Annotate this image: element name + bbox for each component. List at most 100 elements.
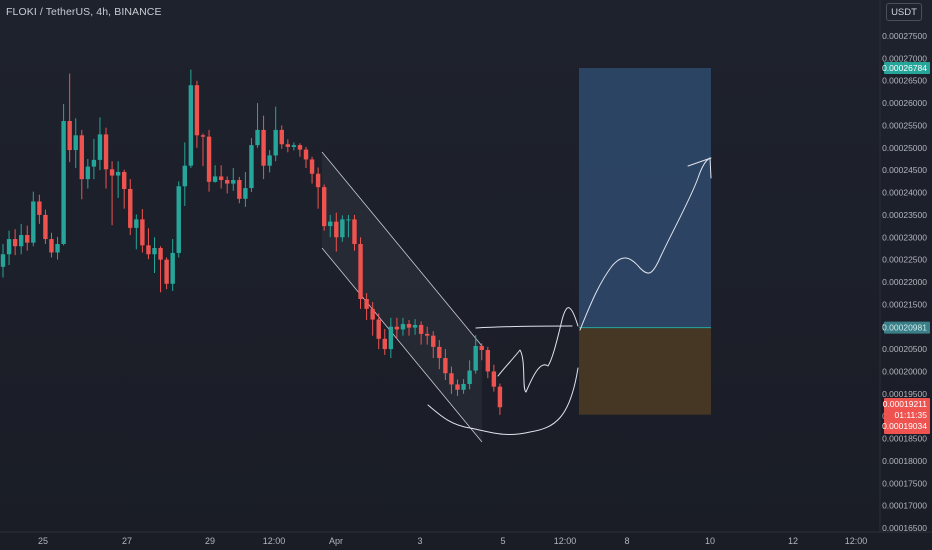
y-tick-label: 0.00020000 — [882, 366, 927, 376]
candle-body — [315, 173, 321, 188]
candle-body — [412, 324, 418, 328]
candle-body — [67, 120, 72, 151]
y-tick-label: 0.00021500 — [882, 299, 927, 309]
candle-body — [73, 135, 78, 151]
y-tick-label: 0.00020500 — [882, 344, 927, 354]
current-price-label-box — [884, 398, 930, 434]
x-tick-label: 29 — [205, 536, 215, 546]
candle-body — [467, 370, 472, 384]
y-tick-label: 0.00024000 — [882, 188, 927, 198]
candle-body — [164, 259, 169, 284]
x-tick-label: 12:00 — [845, 536, 868, 546]
stop-zone — [579, 327, 711, 415]
y-tick-label: 0.00026500 — [882, 76, 927, 86]
y-tick-label: 0.00026000 — [882, 98, 927, 108]
candle-body — [261, 129, 266, 166]
price-axis: 0.00027500 0.00027000 0.00026500 0.00026000… — [882, 31, 927, 533]
x-tick-label: 10 — [705, 536, 715, 546]
trend-channel — [321, 151, 483, 443]
candle-body — [400, 324, 406, 330]
candle-body — [61, 120, 66, 244]
candle-body — [346, 219, 351, 221]
target-path-drawing — [579, 157, 712, 331]
candle-body — [376, 319, 381, 339]
cup-drawing — [427, 367, 579, 435]
candle-body — [225, 180, 230, 184]
y-tick-label: 0.00023500 — [882, 210, 927, 220]
candle-body — [152, 248, 157, 255]
channel-upper-line — [321, 151, 483, 347]
candle-body — [188, 85, 194, 166]
candle-body — [497, 386, 503, 408]
y-tick-label: 0.00027500 — [882, 31, 927, 41]
candle-body — [140, 219, 145, 246]
x-tick-label: 12:00 — [554, 536, 577, 546]
candle-body — [170, 252, 175, 284]
candle-body — [212, 176, 218, 182]
candle-body — [182, 165, 187, 187]
projection-wave-drawing — [497, 307, 579, 393]
candles — [0, 69, 503, 415]
candle-body — [303, 149, 309, 160]
y-tick-label: 0.00017500 — [882, 478, 927, 488]
candle-body — [309, 159, 315, 174]
price-labels: 0.000267840.000209810.0001921101:11:350.… — [882, 62, 930, 434]
candle-body — [285, 144, 291, 147]
y-tick-label: 0.00027000 — [882, 53, 927, 63]
candle-body — [97, 134, 103, 160]
candle-body — [55, 243, 60, 253]
y-tick-label: 0.00022500 — [882, 255, 927, 265]
candle-body — [103, 134, 109, 170]
candle-body — [394, 326, 400, 330]
candle-body — [485, 349, 490, 372]
x-tick-label: 12:00 — [263, 536, 286, 546]
candle-body — [491, 371, 497, 387]
candle-body — [425, 333, 430, 336]
candle-body — [267, 155, 272, 166]
candle-body — [218, 176, 224, 181]
x-tick-label: Apr — [329, 536, 343, 546]
candle-body — [340, 219, 345, 238]
candle-body — [6, 239, 12, 255]
x-tick-label: 8 — [624, 536, 629, 546]
candle-body — [473, 345, 478, 371]
candle-body — [321, 187, 327, 227]
candle-body — [18, 235, 24, 247]
y-tick-label: 0.00018000 — [882, 456, 927, 466]
y-tick-label: 0.00017000 — [882, 501, 927, 511]
background-layer — [0, 0, 932, 533]
candle-body — [176, 186, 181, 253]
candle-body — [273, 129, 278, 156]
candle-body — [297, 145, 303, 150]
arrow-head-drawing — [687, 157, 712, 167]
currency-button[interactable]: USDT — [886, 3, 922, 21]
candle-body — [388, 326, 394, 350]
freehand-drawings — [427, 157, 712, 435]
candle-body — [146, 245, 151, 255]
candle-body — [25, 235, 30, 243]
candle-body — [364, 298, 369, 309]
candle-body — [91, 159, 97, 167]
y-tick-label: 0.00019500 — [882, 389, 927, 399]
candle-body — [479, 345, 484, 350]
candle-body — [158, 248, 163, 260]
entry-price-label-text: 0.00020981 — [882, 323, 927, 333]
candle-body — [122, 171, 127, 189]
candle-body — [437, 346, 442, 359]
candle-body — [370, 308, 375, 320]
y-tick-label: 0.00025000 — [882, 143, 927, 153]
candle-body — [194, 85, 200, 136]
candle-body — [85, 166, 91, 180]
y-tick-label: 0.00016500 — [882, 523, 927, 533]
candle-body — [134, 219, 139, 228]
position-tool — [579, 68, 711, 415]
candle-body — [328, 221, 333, 227]
candle-body — [406, 324, 412, 328]
candle-body — [109, 169, 115, 176]
current-price-label-text: 0.00019034 — [882, 421, 927, 431]
candle-body — [115, 171, 121, 176]
candle-body — [334, 221, 339, 238]
target-price-label-box — [884, 62, 930, 75]
